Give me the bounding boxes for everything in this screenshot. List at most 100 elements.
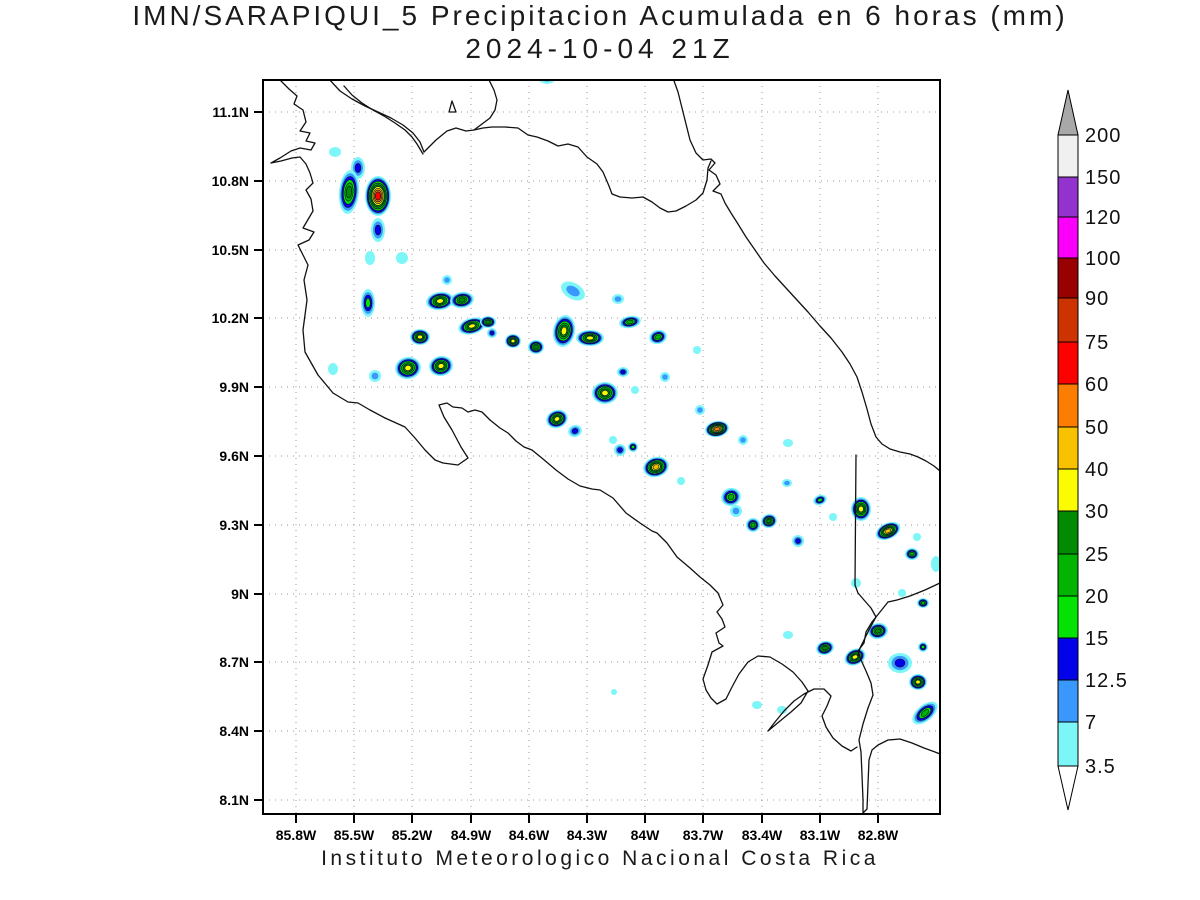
colorbar-label: 15	[1085, 628, 1109, 650]
colorbar-label: 12.5	[1085, 670, 1128, 692]
colorbar-box	[1057, 216, 1079, 259]
precip-cell-level	[371, 372, 379, 380]
y-axis-label: 9N	[231, 586, 249, 602]
y-axis-label: 10.2N	[212, 310, 249, 326]
colorbar-box	[1057, 510, 1079, 555]
precip-cell-level	[543, 69, 550, 76]
precip-cell-level	[374, 224, 382, 236]
colorbar-arrow-above	[1057, 89, 1079, 136]
colorbar-label: 90	[1085, 288, 1109, 310]
precip-cell-level	[662, 374, 668, 380]
colorbar-label: 3.5	[1085, 756, 1116, 778]
y-axis-label: 10.8N	[212, 173, 249, 189]
colorbar-box	[1057, 426, 1079, 470]
precip-layer	[328, 67, 940, 725]
precip-cell-level	[693, 346, 701, 354]
x-axis-label: 82.8W	[858, 827, 899, 843]
precip-cell-level	[396, 252, 408, 264]
precip-cell-level	[609, 436, 617, 444]
coastline-isthmus-a	[328, 80, 425, 153]
chart-caption: Instituto Meteorologico Nacional Costa R…	[321, 847, 879, 870]
colorbar-label: 25	[1085, 544, 1109, 566]
colorbar-box	[1057, 679, 1079, 723]
colorbar-box	[1057, 721, 1079, 767]
colorbar-arrow-below	[1057, 765, 1079, 811]
precip-cell-level	[626, 319, 634, 325]
coastline-panama-pacific	[857, 582, 940, 814]
precip-cell-level	[436, 298, 444, 304]
precip-cell-level	[766, 518, 772, 524]
precip-cell-level	[875, 628, 881, 634]
y-axis-label: 10.5N	[212, 242, 249, 258]
precip-cell-level	[714, 426, 720, 432]
precip-cell-level	[485, 320, 491, 324]
grid-layer	[263, 80, 940, 814]
precip-cell-level	[560, 326, 568, 336]
precip-cell-level	[510, 338, 516, 344]
coastline-island	[448, 100, 457, 113]
y-axis-label: 9.3N	[219, 517, 249, 533]
precip-cell-level	[630, 444, 635, 449]
colorbar-box	[1057, 553, 1079, 597]
precip-cell-level	[851, 578, 861, 588]
precip-cell-level	[541, 67, 553, 79]
precip-cell-level	[468, 323, 476, 329]
colorbar-label: 50	[1085, 417, 1109, 439]
colorbar-label: 30	[1085, 501, 1109, 523]
y-axis-label: 8.1N	[219, 792, 249, 808]
coastline-panama-border	[854, 454, 877, 656]
y-axis-label: 8.7N	[219, 654, 249, 670]
precip-cell-level	[784, 480, 790, 486]
precip-cell-level	[829, 513, 837, 521]
precip-cell-level	[652, 464, 660, 470]
precip-cell-level	[915, 679, 921, 685]
precip-cell-level	[822, 645, 828, 651]
precip-cell-level	[931, 556, 940, 572]
precip-cell-level	[554, 416, 560, 422]
colorbar-label: 40	[1085, 459, 1109, 481]
x-axis-label: 84W	[631, 827, 661, 843]
coastline-isthmus-b	[343, 85, 424, 155]
x-axis-label: 83.1W	[800, 827, 841, 843]
x-axis-label: 84.9W	[451, 827, 492, 843]
precip-cell-level	[533, 344, 539, 350]
precip-cell-level	[586, 335, 594, 341]
chart-subtitle: 2024-10-04 21Z	[465, 33, 735, 64]
tick-layer	[254, 111, 879, 823]
precip-cell-level	[365, 297, 371, 309]
precip-cell-level	[489, 330, 495, 336]
precip-cell-level	[732, 507, 740, 515]
coastline-pacific-main	[270, 80, 858, 752]
precip-cell-level	[697, 407, 703, 413]
colorbar-box	[1057, 595, 1079, 639]
coastline-layer	[270, 80, 940, 814]
colorbar-box	[1057, 176, 1079, 218]
chart-header: IMN/SARAPIQUI_5 Precipitacion Acumulada …	[0, 0, 1200, 65]
precip-cell-level	[444, 277, 450, 283]
colorbar-label: 20	[1085, 586, 1109, 608]
precip-cell-level	[374, 191, 382, 201]
precip-cell-level	[750, 522, 756, 528]
precip-cell-level	[329, 147, 341, 157]
x-axis-label: 84.3W	[567, 827, 608, 843]
y-axis-label: 8.4N	[219, 723, 249, 739]
coastline-caribbean	[673, 80, 940, 472]
colorbar-label: 120	[1085, 207, 1121, 229]
precip-cell-level	[566, 285, 580, 297]
map-content	[270, 67, 940, 814]
precip-cell-level	[884, 528, 892, 534]
x-axis-label: 85.8W	[276, 827, 317, 843]
colorbar-box	[1057, 297, 1079, 343]
precip-cell-level	[852, 654, 858, 660]
colorbar-label: 200	[1085, 125, 1121, 147]
precip-cell-level	[631, 386, 639, 394]
precip-cell-level	[783, 439, 793, 447]
colorbar-label: 150	[1085, 167, 1121, 189]
y-axis-label: 11.1N	[212, 104, 249, 120]
x-axis-label: 85.2W	[392, 827, 433, 843]
precip-cell-level	[328, 363, 338, 375]
precip-cell-level	[795, 538, 801, 544]
map-frame	[262, 79, 941, 815]
x-axis-label: 83.4W	[742, 827, 783, 843]
colorbar-label: 100	[1085, 248, 1121, 270]
